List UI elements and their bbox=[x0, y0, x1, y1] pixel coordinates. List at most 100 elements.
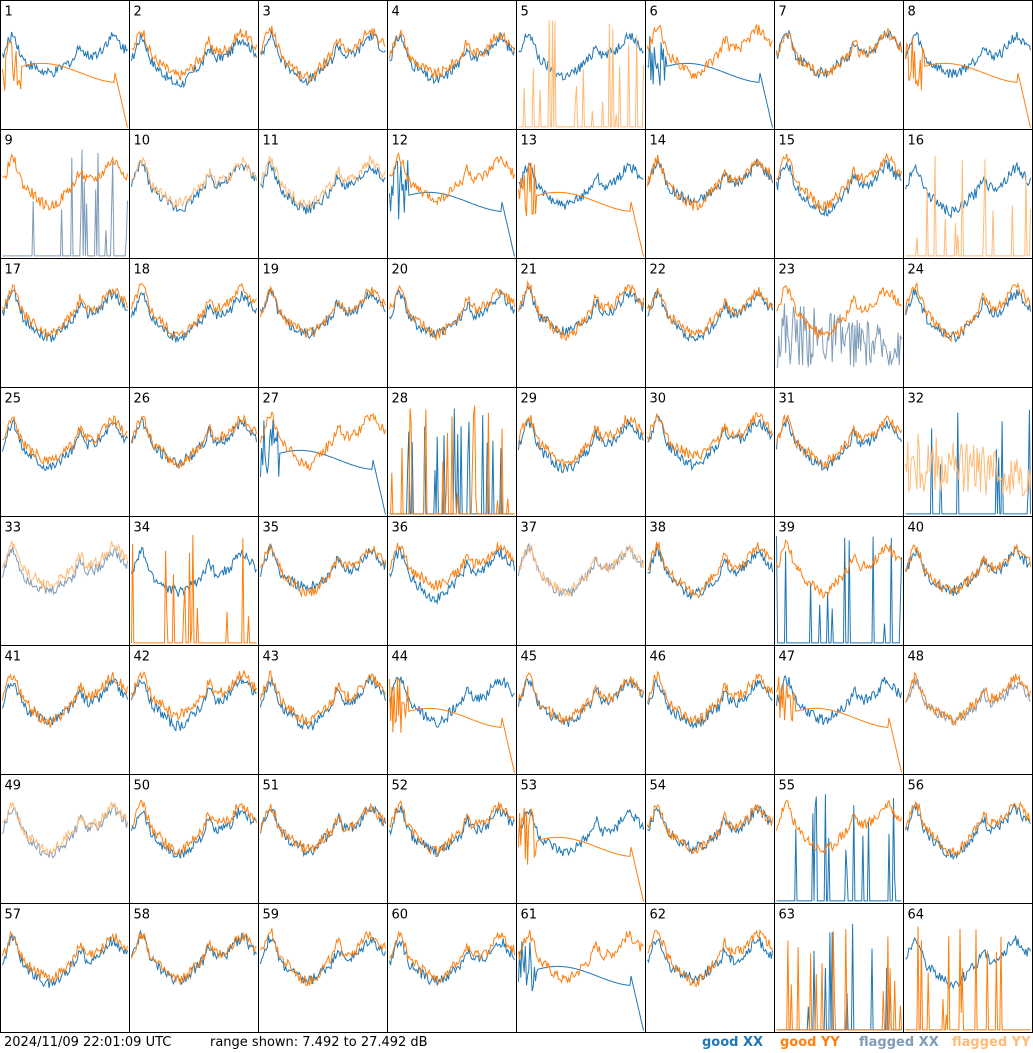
series-yy-26 bbox=[131, 414, 257, 469]
panel-frame-15 bbox=[774, 129, 904, 259]
panel-36: 36 bbox=[387, 516, 517, 646]
panel-42: 42 bbox=[129, 645, 259, 775]
panel-54: 54 bbox=[645, 774, 775, 904]
panel-frame-34 bbox=[129, 516, 259, 646]
panel-frame-8 bbox=[903, 0, 1033, 130]
panel-frame-20 bbox=[387, 258, 517, 388]
panel-46: 46 bbox=[645, 645, 775, 775]
series-xx-53 bbox=[518, 808, 644, 857]
panel-label-48: 48 bbox=[908, 650, 925, 665]
series-yy-50 bbox=[131, 800, 257, 857]
panel-52: 52 bbox=[387, 774, 517, 904]
panel-label-14: 14 bbox=[650, 134, 667, 149]
series-yy-22 bbox=[647, 286, 773, 338]
panel-22: 22 bbox=[645, 258, 775, 388]
panel-14: 14 bbox=[645, 129, 775, 259]
panel-label-58: 58 bbox=[134, 908, 151, 923]
series-yy-44 bbox=[389, 678, 515, 773]
series-yy-5 bbox=[518, 19, 644, 128]
series-yy-30 bbox=[647, 411, 773, 461]
panel-label-1: 1 bbox=[5, 5, 13, 20]
panel-frame-46 bbox=[645, 645, 775, 775]
panel-56: 56 bbox=[903, 774, 1033, 904]
panel-frame-2 bbox=[129, 0, 259, 130]
panel-20: 20 bbox=[387, 258, 517, 388]
range-text: range shown: 7.492 to 27.492 dB bbox=[210, 1035, 428, 1050]
panel-6: 6 bbox=[645, 0, 775, 130]
panel-frame-48 bbox=[903, 645, 1033, 775]
panel-label-46: 46 bbox=[650, 650, 667, 665]
series-xx-57 bbox=[2, 933, 128, 988]
series-xx-55 bbox=[776, 794, 902, 902]
panel-label-56: 56 bbox=[908, 779, 925, 794]
panel-label-20: 20 bbox=[392, 263, 409, 278]
series-xx-8 bbox=[905, 31, 1031, 78]
panel-label-36: 36 bbox=[392, 521, 409, 536]
series-yy-7 bbox=[776, 27, 902, 76]
series-yy-51 bbox=[260, 803, 386, 854]
panel-label-32: 32 bbox=[908, 392, 925, 407]
series-yy-28 bbox=[389, 405, 515, 515]
panel-label-39: 39 bbox=[779, 521, 796, 536]
panel-43: 43 bbox=[258, 645, 388, 775]
panel-label-10: 10 bbox=[134, 134, 151, 149]
series-yy-53 bbox=[518, 807, 644, 902]
panel-51: 51 bbox=[258, 774, 388, 904]
series-yy-31 bbox=[776, 413, 902, 469]
panel-label-60: 60 bbox=[392, 908, 409, 923]
series-yy-21 bbox=[518, 280, 644, 342]
series-xx-52 bbox=[389, 804, 515, 857]
series-xx-23 bbox=[776, 303, 902, 368]
panel-label-23: 23 bbox=[779, 263, 796, 278]
panel-label-41: 41 bbox=[5, 650, 22, 665]
panel-32: 32 bbox=[903, 387, 1033, 517]
panel-label-6: 6 bbox=[650, 5, 658, 20]
panel-label-38: 38 bbox=[650, 521, 667, 536]
panel-frame-1 bbox=[0, 0, 130, 130]
panel-frame-53 bbox=[516, 774, 646, 904]
legend-good-xx: good XX bbox=[702, 1035, 764, 1050]
panel-frame-11 bbox=[258, 129, 388, 259]
panel-label-31: 31 bbox=[779, 392, 796, 407]
panel-frame-40 bbox=[903, 516, 1033, 646]
panel-label-15: 15 bbox=[779, 134, 796, 149]
series-yy-54 bbox=[647, 804, 773, 855]
series-xx-24 bbox=[905, 289, 1031, 343]
panel-47: 47 bbox=[774, 645, 904, 775]
panel-23: 23 bbox=[774, 258, 904, 388]
series-yy-6 bbox=[647, 24, 773, 79]
series-xx-5 bbox=[518, 31, 644, 81]
timestamp-text: 2024/11/09 22:01:09 UTC bbox=[4, 1035, 172, 1050]
panel-label-42: 42 bbox=[134, 650, 151, 665]
panel-17: 17 bbox=[0, 258, 130, 388]
series-yy-40 bbox=[905, 543, 1031, 595]
panel-44: 44 bbox=[387, 645, 517, 775]
panel-7: 7 bbox=[774, 0, 904, 130]
panel-frame-44 bbox=[387, 645, 517, 775]
panel-frame-64 bbox=[903, 903, 1033, 1033]
panel-label-62: 62 bbox=[650, 908, 667, 923]
panel-34: 34 bbox=[129, 516, 259, 646]
series-xx-45 bbox=[518, 678, 644, 727]
panel-8: 8 bbox=[903, 0, 1033, 130]
panel-frame-45 bbox=[516, 645, 646, 775]
panel-12: 12 bbox=[387, 129, 517, 259]
series-xx-39 bbox=[776, 536, 902, 644]
series-xx-12 bbox=[389, 160, 515, 257]
panel-label-26: 26 bbox=[134, 392, 151, 407]
panel-61: 61 bbox=[516, 903, 646, 1033]
panel-label-5: 5 bbox=[521, 5, 529, 20]
series-xx-4 bbox=[389, 32, 515, 85]
series-xx-3 bbox=[260, 30, 386, 87]
series-xx-9 bbox=[2, 149, 128, 257]
panel-5: 5 bbox=[516, 0, 646, 130]
series-yy-4 bbox=[389, 28, 515, 79]
panel-frame-13 bbox=[516, 129, 646, 259]
series-yy-49 bbox=[2, 800, 128, 857]
panel-label-29: 29 bbox=[521, 392, 538, 407]
panel-label-34: 34 bbox=[134, 521, 151, 536]
series-yy-34 bbox=[131, 534, 257, 644]
series-xx-27 bbox=[260, 419, 386, 515]
series-xx-6 bbox=[647, 36, 773, 128]
panel-label-17: 17 bbox=[5, 263, 22, 278]
